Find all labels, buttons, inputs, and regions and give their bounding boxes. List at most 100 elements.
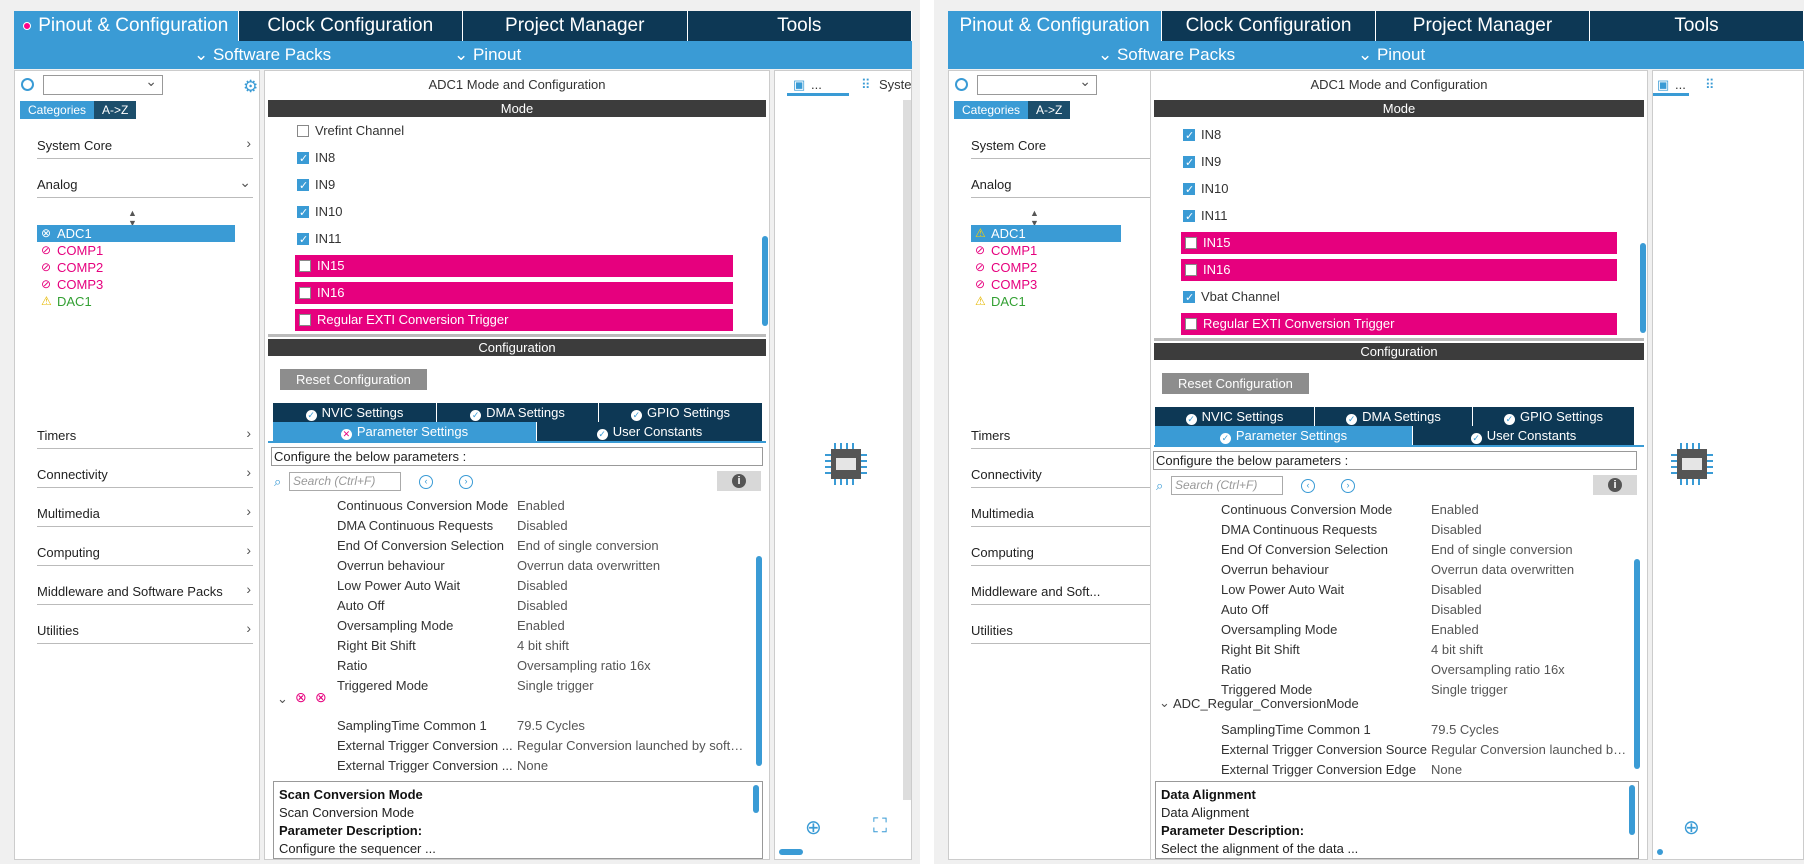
- category-multimedia[interactable]: Multimedia ›: [37, 501, 253, 527]
- h-scrollbar[interactable]: [779, 849, 803, 855]
- param-value[interactable]: End of single conversion: [1431, 542, 1573, 557]
- zoom-in-icon[interactable]: ⊕: [1683, 817, 1700, 839]
- checkbox[interactable]: [1183, 152, 1195, 174]
- category-system-core[interactable]: System Core›: [971, 133, 1167, 159]
- search-next-icon[interactable]: ›: [1341, 479, 1355, 493]
- search-prev-icon[interactable]: ‹: [1301, 479, 1315, 493]
- mode-scrollbar[interactable]: [762, 236, 768, 326]
- param-value[interactable]: Regular Conversion launched by softw...: [517, 738, 749, 753]
- checkbox[interactable]: [1185, 264, 1197, 276]
- mode-regular-exti[interactable]: Regular EXTI Conversion Trigger: [295, 309, 733, 331]
- splitter[interactable]: [268, 334, 766, 337]
- tab-pinout-configuration[interactable]: Pinout & Configuration: [14, 11, 239, 41]
- param-value[interactable]: Oversampling ratio 16x: [1431, 662, 1565, 677]
- checkbox[interactable]: [1185, 237, 1197, 249]
- checkbox[interactable]: [297, 229, 309, 251]
- parameter-search-input[interactable]: Search (Ctrl+F): [1171, 476, 1283, 495]
- param-value[interactable]: Enabled: [1431, 622, 1479, 637]
- checkbox[interactable]: [297, 175, 309, 197]
- tab-project-manager[interactable]: Project Manager: [1376, 11, 1590, 41]
- param-value[interactable]: Enabled: [1431, 502, 1479, 517]
- desc-scrollbar[interactable]: [1629, 785, 1635, 835]
- mode-vbat[interactable]: Vbat Channel: [1183, 286, 1280, 309]
- tab-pinout-configuration[interactable]: Pinout & Configuration: [948, 11, 1162, 41]
- software-packs-menu[interactable]: ⌄ Software Packs: [1098, 45, 1236, 64]
- search-prev-icon[interactable]: ‹: [419, 475, 433, 489]
- checkbox[interactable]: [1185, 318, 1197, 330]
- mode-in8[interactable]: IN8: [297, 147, 335, 170]
- chevron-down-icon[interactable]: ⌄: [1159, 695, 1170, 710]
- system-view-icon[interactable]: ⠿: [1705, 77, 1715, 92]
- pinout-menu[interactable]: ⌄ Pinout: [454, 45, 522, 64]
- category-timers[interactable]: Timers›: [971, 423, 1167, 449]
- tab-gpio-settings[interactable]: ✓ GPIO Settings: [599, 403, 763, 422]
- param-value[interactable]: Disabled: [517, 518, 568, 533]
- checkbox[interactable]: [299, 314, 311, 326]
- mode-in8[interactable]: IN8: [1183, 124, 1221, 147]
- mode-scrollbar[interactable]: [1640, 243, 1646, 333]
- checkbox[interactable]: [1183, 206, 1195, 228]
- chip-view-icon[interactable]: ▣: [1657, 77, 1670, 92]
- tab-user-constants[interactable]: ✓ User Constants: [537, 422, 763, 441]
- sort-icon[interactable]: ▲ ▼: [128, 208, 137, 228]
- tab-project-manager[interactable]: Project Manager: [463, 11, 688, 41]
- search-combo[interactable]: [43, 73, 163, 95]
- fit-screen-icon[interactable]: ⛶: [873, 815, 887, 837]
- param-value[interactable]: Oversampling ratio 16x: [517, 658, 651, 673]
- gear-icon[interactable]: ⚙: [243, 77, 259, 96]
- tab-nvic-settings[interactable]: ✓ NVIC Settings: [273, 403, 437, 422]
- h-scrollbar[interactable]: [1657, 849, 1663, 855]
- category-utilities[interactable]: Utilities ›: [37, 618, 253, 644]
- mode-in9[interactable]: IN9: [1183, 151, 1221, 174]
- param-value[interactable]: End of single conversion: [517, 538, 659, 553]
- mode-in15[interactable]: IN15: [295, 255, 733, 277]
- tab-chip-view[interactable]: ...: [1675, 77, 1686, 92]
- search-combo[interactable]: [977, 73, 1097, 95]
- reset-configuration-button[interactable]: Reset Configuration: [1162, 373, 1309, 394]
- tab-parameter-settings[interactable]: ✓ Parameter Settings: [1155, 426, 1413, 445]
- mode-in10[interactable]: IN10: [297, 201, 342, 224]
- tab-dma-settings[interactable]: ✓ DMA Settings: [1315, 407, 1473, 426]
- param-value[interactable]: 79.5 Cycles: [517, 718, 585, 733]
- param-value[interactable]: Disabled: [517, 578, 568, 593]
- chip-view-icon[interactable]: ▣: [793, 77, 806, 92]
- tab-parameter-settings[interactable]: ✕ Parameter Settings: [273, 422, 537, 441]
- software-packs-menu[interactable]: ⌄ Software Packs: [194, 45, 332, 64]
- param-value[interactable]: Disabled: [1431, 602, 1482, 617]
- param-value[interactable]: Enabled: [517, 498, 565, 513]
- checkbox[interactable]: [297, 125, 309, 137]
- param-value[interactable]: Single trigger: [1431, 682, 1508, 697]
- analog-item-comp3[interactable]: ⊘ COMP3: [971, 276, 1037, 293]
- params-scrollbar[interactable]: [756, 556, 762, 766]
- tab-clock-configuration[interactable]: Clock Configuration: [238, 11, 463, 41]
- group-header[interactable]: ADC_Regular_ConversionMode: [1173, 696, 1359, 711]
- param-value[interactable]: 4 bit shift: [1431, 642, 1484, 657]
- pinout-menu[interactable]: ⌄ Pinout: [1358, 45, 1426, 64]
- checkbox[interactable]: [299, 287, 311, 299]
- analog-item-comp2[interactable]: ⊘ COMP2: [37, 259, 103, 276]
- tab-nvic-settings[interactable]: ✓ NVIC Settings: [1155, 407, 1315, 426]
- category-analog[interactable]: Analog⌄: [971, 172, 1167, 198]
- tab-clock-configuration[interactable]: Clock Configuration: [1162, 11, 1376, 41]
- mode-regular-exti[interactable]: Regular EXTI Conversion Trigger: [1181, 313, 1617, 335]
- info-button[interactable]: i: [717, 471, 761, 491]
- zoom-in-icon[interactable]: ⊕: [805, 817, 822, 839]
- outer-scrollbar[interactable]: [903, 100, 911, 800]
- analog-item-comp3[interactable]: ⊘ COMP3: [37, 276, 103, 293]
- param-value[interactable]: 4 bit shift: [517, 638, 570, 653]
- category-computing[interactable]: Computing›: [971, 540, 1167, 566]
- splitter[interactable]: [1154, 338, 1644, 341]
- system-view-icon[interactable]: ⠿: [861, 77, 871, 92]
- tab-a-z[interactable]: A->Z: [1028, 101, 1071, 119]
- mode-in11[interactable]: IN11: [297, 228, 342, 251]
- param-value[interactable]: Disabled: [1431, 522, 1482, 537]
- param-value[interactable]: Overrun data overwritten: [1431, 562, 1575, 577]
- checkbox[interactable]: [1183, 179, 1195, 201]
- tab-tools[interactable]: Tools: [1590, 11, 1804, 41]
- tab-user-constants[interactable]: ✓ User Constants: [1413, 426, 1635, 445]
- analog-item-comp2[interactable]: ⊘ COMP2: [971, 259, 1037, 276]
- analog-item-adc1[interactable]: ⊗ ADC1: [37, 225, 235, 242]
- checkbox[interactable]: [1183, 287, 1195, 309]
- mode-in15[interactable]: IN15: [1181, 232, 1617, 254]
- category-timers[interactable]: Timers›: [37, 423, 253, 449]
